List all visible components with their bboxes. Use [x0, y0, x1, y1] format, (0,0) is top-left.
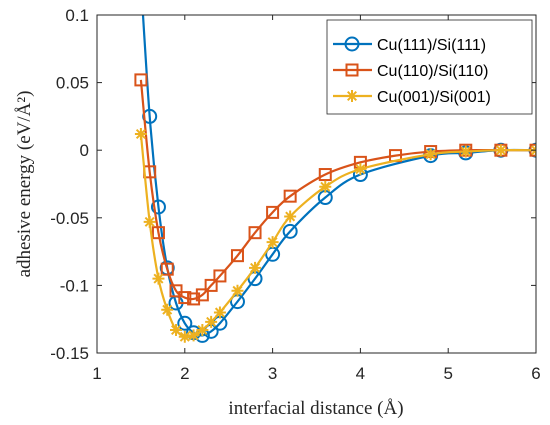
- y-axis-label: adhesive energy (eV/Å²): [14, 91, 35, 278]
- tick-layer: 1 2 3 4 5 6 0.1 0.05 0 -0.05 -0.1 -0.15: [50, 6, 540, 383]
- legend-label: Cu(111)/Si(111): [377, 37, 486, 54]
- y-tick-label: -0.1: [60, 276, 89, 295]
- series-3-point: [161, 303, 174, 316]
- x-tick-label: 5: [443, 364, 452, 383]
- series-2-point: [178, 291, 192, 305]
- legend: Cu(111)/Si(111) Cu(110)/Si(110) Cu(001)/Si…: [326, 19, 533, 115]
- series-2: [134, 73, 536, 306]
- legend-label: Cu(001)/Si(001): [377, 89, 491, 106]
- series-3-point: [196, 324, 209, 337]
- series-2-point: [187, 292, 201, 306]
- legend-swatch-marker: [345, 63, 359, 77]
- series-3-point: [354, 163, 367, 176]
- series-layer: [134, 15, 536, 343]
- series-3-line: [139, 133, 536, 339]
- series-3-point: [152, 272, 165, 285]
- series-2-point: [213, 269, 227, 283]
- series-2-line: [139, 79, 536, 301]
- legend-box: [326, 19, 533, 115]
- series-3-point: [266, 236, 279, 249]
- y-tick-label: -0.05: [50, 209, 89, 228]
- series-2-point: [318, 168, 332, 182]
- legend-swatch-marker: [344, 36, 360, 52]
- legend-swatch-marker: [346, 90, 358, 102]
- x-tick-label: 6: [531, 364, 540, 383]
- series-2-point: [283, 189, 297, 203]
- series-2-point: [204, 278, 218, 292]
- series-2-point: [266, 205, 280, 219]
- series-2-point: [248, 226, 262, 240]
- series-3-point: [319, 180, 332, 193]
- y-tick-label: -0.15: [50, 344, 89, 363]
- series-3-point: [424, 148, 437, 161]
- y-tick-label: 0.05: [56, 74, 89, 93]
- series-3-point: [231, 284, 244, 297]
- x-tick-label: 4: [356, 364, 365, 383]
- legend-entry: Cu(111)/Si(111): [333, 36, 486, 54]
- series-3-point: [249, 261, 262, 274]
- x-axis-label: interfacial distance (Å): [228, 398, 403, 419]
- series-3-point: [170, 324, 183, 337]
- legend-label: Cu(110)/Si(110): [377, 63, 488, 80]
- series-2-point: [169, 284, 183, 298]
- series-3-point: [187, 329, 200, 342]
- series-1-point: [177, 315, 193, 331]
- series-3-point: [494, 144, 507, 157]
- series-1-point: [150, 199, 166, 215]
- series-3-point: [213, 306, 226, 319]
- series-2-point: [134, 73, 148, 87]
- series-1-point: [282, 223, 298, 239]
- series-3: [134, 127, 536, 343]
- y-tick-label: 0: [80, 141, 89, 160]
- series-2-point: [160, 262, 174, 276]
- series-2-point: [195, 288, 209, 302]
- series-3-point: [459, 145, 472, 158]
- legend-entry: Cu(110)/Si(110): [333, 63, 488, 80]
- x-tick-label: 3: [268, 364, 277, 383]
- x-tick-label: 1: [92, 364, 101, 383]
- series-2-point: [230, 249, 244, 263]
- series-3-point: [143, 215, 156, 228]
- series-3-point: [284, 210, 297, 223]
- series-3-point: [205, 315, 218, 328]
- x-tick-label: 2: [180, 364, 189, 383]
- series-2-point: [151, 226, 165, 240]
- y-tick-label: 0.1: [65, 6, 89, 25]
- legend-entry: Cu(001)/Si(001): [333, 89, 491, 106]
- series-1-line: [141, 15, 536, 337]
- series-3-point: [134, 127, 147, 140]
- series-3-point: [178, 330, 191, 343]
- plot-frame: [96, 14, 537, 354]
